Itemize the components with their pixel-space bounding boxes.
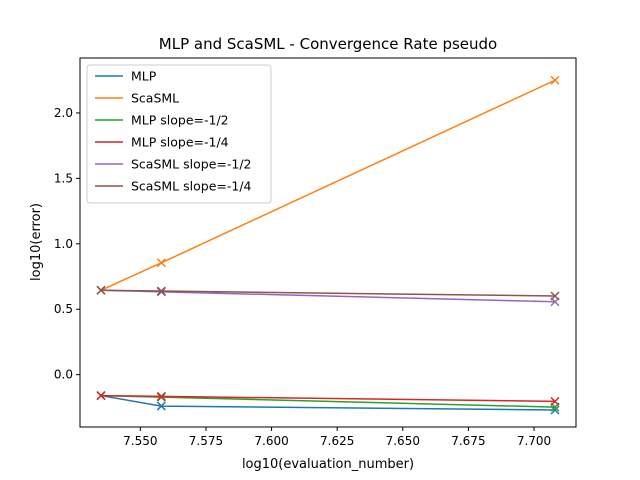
x-axis-label: log10(evaluation_number) — [242, 457, 414, 472]
data-point-scasml-slope-1-4 — [550, 291, 560, 301]
x-tick-label: 7.700 — [517, 434, 551, 448]
y-axis: 0.0 0.5 1.0 1.5 2.0 — [54, 106, 80, 382]
y-tick-label: 1.5 — [54, 171, 73, 185]
plot-area — [96, 75, 560, 415]
data-point-mlp — [156, 401, 166, 411]
legend-label: MLP slope=-1/2 — [131, 113, 229, 128]
data-point-mlp-slope-1-4 — [550, 396, 560, 406]
legend-label: ScaSML slope=-1/4 — [131, 179, 252, 194]
data-point-scasml — [156, 258, 166, 268]
legend-item: ScaSML — [95, 91, 179, 106]
legend-label: MLP slope=-1/4 — [131, 135, 229, 150]
y-axis-label: log10(error) — [29, 203, 44, 281]
legend: MLP ScaSML MLP slope=-1/2 MLP slope=-1/4 Sca… — [86, 64, 272, 204]
legend-label: MLP — [131, 69, 157, 84]
data-point-mlp-slope-1-4 — [156, 391, 166, 401]
data-point-scasml-slope-1-4 — [156, 286, 166, 296]
data-point-scasml — [550, 75, 560, 85]
series-line-scasml-slope-1-4 — [100, 289, 556, 297]
chart-title: MLP and ScaSML - Convergence Rate pseudo — [159, 35, 497, 53]
legend-item: ScaSML slope=-1/2 — [95, 157, 251, 172]
y-tick-label: 0.0 — [54, 368, 73, 382]
y-tick-label: 0.5 — [54, 302, 73, 316]
plot-frame — [79, 57, 577, 428]
legend-item: MLP slope=-1/2 — [95, 113, 229, 128]
legend-label: ScaSML slope=-1/2 — [131, 157, 251, 172]
legend-label: ScaSML — [131, 91, 179, 106]
x-tick-label: 7.650 — [386, 434, 420, 448]
x-tick-label: 7.550 — [123, 434, 157, 448]
y-tick-label: 2.0 — [54, 106, 73, 120]
series-line-scasml-slope-1-2 — [100, 289, 556, 303]
series-line-mlp-slope-1-4 — [100, 394, 556, 403]
y-tick-label: 1.0 — [54, 237, 73, 251]
x-axis: 7.550 7.575 7.600 7.625 7.650 7.675 7.700 — [123, 427, 551, 448]
x-tick-label: 7.600 — [254, 434, 288, 448]
data-point-scasml-slope-1-4 — [96, 285, 106, 295]
legend-item: ScaSML slope=-1/4 — [95, 179, 252, 194]
legend-item: MLP slope=-1/4 — [95, 135, 229, 150]
legend-item: MLP — [95, 69, 157, 84]
legend-box — [86, 64, 272, 204]
x-tick-label: 7.625 — [320, 434, 354, 448]
data-point-mlp-slope-1-4 — [96, 391, 106, 401]
x-tick-label: 7.675 — [451, 434, 485, 448]
x-tick-label: 7.575 — [189, 434, 223, 448]
series-line-mlp-slope-1-2 — [100, 394, 556, 408]
